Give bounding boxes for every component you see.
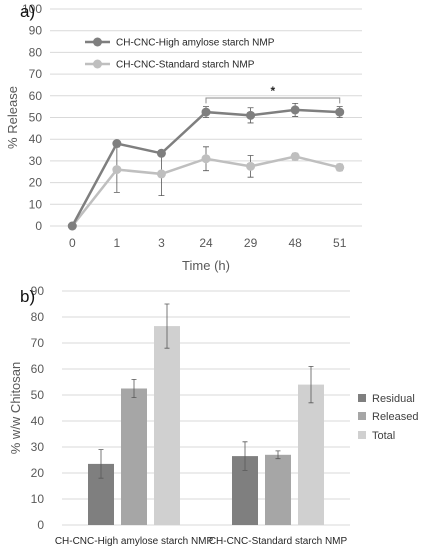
data-point: [156, 169, 166, 179]
y-tick-label: 30: [29, 154, 43, 168]
y-tick-label: 20: [31, 466, 45, 480]
x-tick-label: 51: [333, 236, 347, 250]
y-tick-label: 60: [31, 362, 45, 376]
legend-label: Total: [372, 430, 395, 442]
y-tick-label: 100: [22, 2, 42, 16]
y-tick-label: 10: [29, 197, 43, 211]
data-point: [112, 139, 122, 149]
y-tick-label: 90: [29, 24, 43, 38]
y-axis-title: % Release: [5, 86, 20, 149]
error-bar: [98, 449, 104, 479]
panel-label: b): [20, 287, 35, 306]
y-tick-label: 40: [29, 132, 43, 146]
x-axis-title: Time (h): [182, 258, 230, 273]
legend-label: CH-CNC-High amylose starch NMP: [116, 38, 275, 49]
significance-bracket: [205, 97, 341, 104]
error-bar: [275, 450, 281, 460]
data-point: [67, 221, 77, 231]
x-tick-label: 48: [288, 236, 302, 250]
bar: [121, 388, 147, 525]
y-tick-label: 10: [31, 492, 45, 506]
y-tick-label: 70: [31, 336, 45, 350]
error-bar: [242, 441, 248, 471]
y-tick-label: 20: [29, 176, 43, 190]
data-point: [290, 152, 300, 162]
legend-swatch: [358, 431, 366, 439]
bar: [298, 384, 324, 525]
legend-label: Residual: [372, 393, 415, 405]
legend-label: CH-CNC-Standard starch NMP: [116, 60, 255, 71]
data-point: [335, 162, 345, 172]
data-point: [112, 165, 122, 175]
category-label: CH-CNC-Standard starch NMP: [209, 536, 348, 547]
x-tick-label: 0: [69, 236, 76, 250]
data-point: [156, 148, 166, 158]
error-bar: [131, 379, 137, 398]
legend-swatch: [358, 412, 366, 420]
y-tick-label: 90: [31, 284, 45, 298]
x-tick-label: 3: [158, 236, 165, 250]
y-tick-label: 80: [31, 310, 45, 324]
legend-marker: [93, 37, 102, 47]
error-bar: [308, 366, 314, 404]
y-tick-label: 0: [35, 219, 42, 233]
y-tick-label: 70: [29, 67, 43, 81]
y-tick-label: 60: [29, 89, 43, 103]
significance-label: *: [271, 84, 276, 98]
y-axis-title: % w/w Chitosan: [8, 362, 23, 454]
panel-label: a): [20, 2, 35, 21]
data-point: [201, 107, 211, 117]
legend-marker: [93, 59, 102, 69]
y-tick-label: 80: [29, 45, 43, 59]
x-tick-label: 24: [199, 236, 213, 250]
y-tick-label: 40: [31, 414, 45, 428]
y-tick-label: 0: [37, 518, 44, 532]
line-chart-panel: 0 10 20 30 40 50 60 70 80 90 100 0 1 3 24 29 48 51 a) Time …: [5, 2, 362, 273]
data-point: [246, 110, 256, 120]
y-tick-label: 50: [31, 388, 45, 402]
y-tick-label: 30: [31, 440, 45, 454]
legend-swatch: [358, 394, 366, 402]
bar-chart-panel: 0 10 20 30 40 50 60 70 80 90b) % w/w Chitosan CH-CN…: [8, 284, 418, 547]
legend-label: Released: [372, 411, 418, 423]
x-tick-label: 1: [114, 236, 121, 250]
category-label: CH-CNC-High amylose starch NMP: [55, 536, 214, 547]
data-point: [335, 107, 345, 117]
data-point: [290, 105, 300, 115]
x-tick-label: 29: [244, 236, 258, 250]
y-tick-label: 50: [29, 111, 43, 125]
bar: [265, 454, 291, 525]
data-point: [246, 161, 256, 171]
bar: [154, 326, 180, 525]
error-bar: [164, 303, 170, 349]
data-point: [201, 154, 211, 164]
